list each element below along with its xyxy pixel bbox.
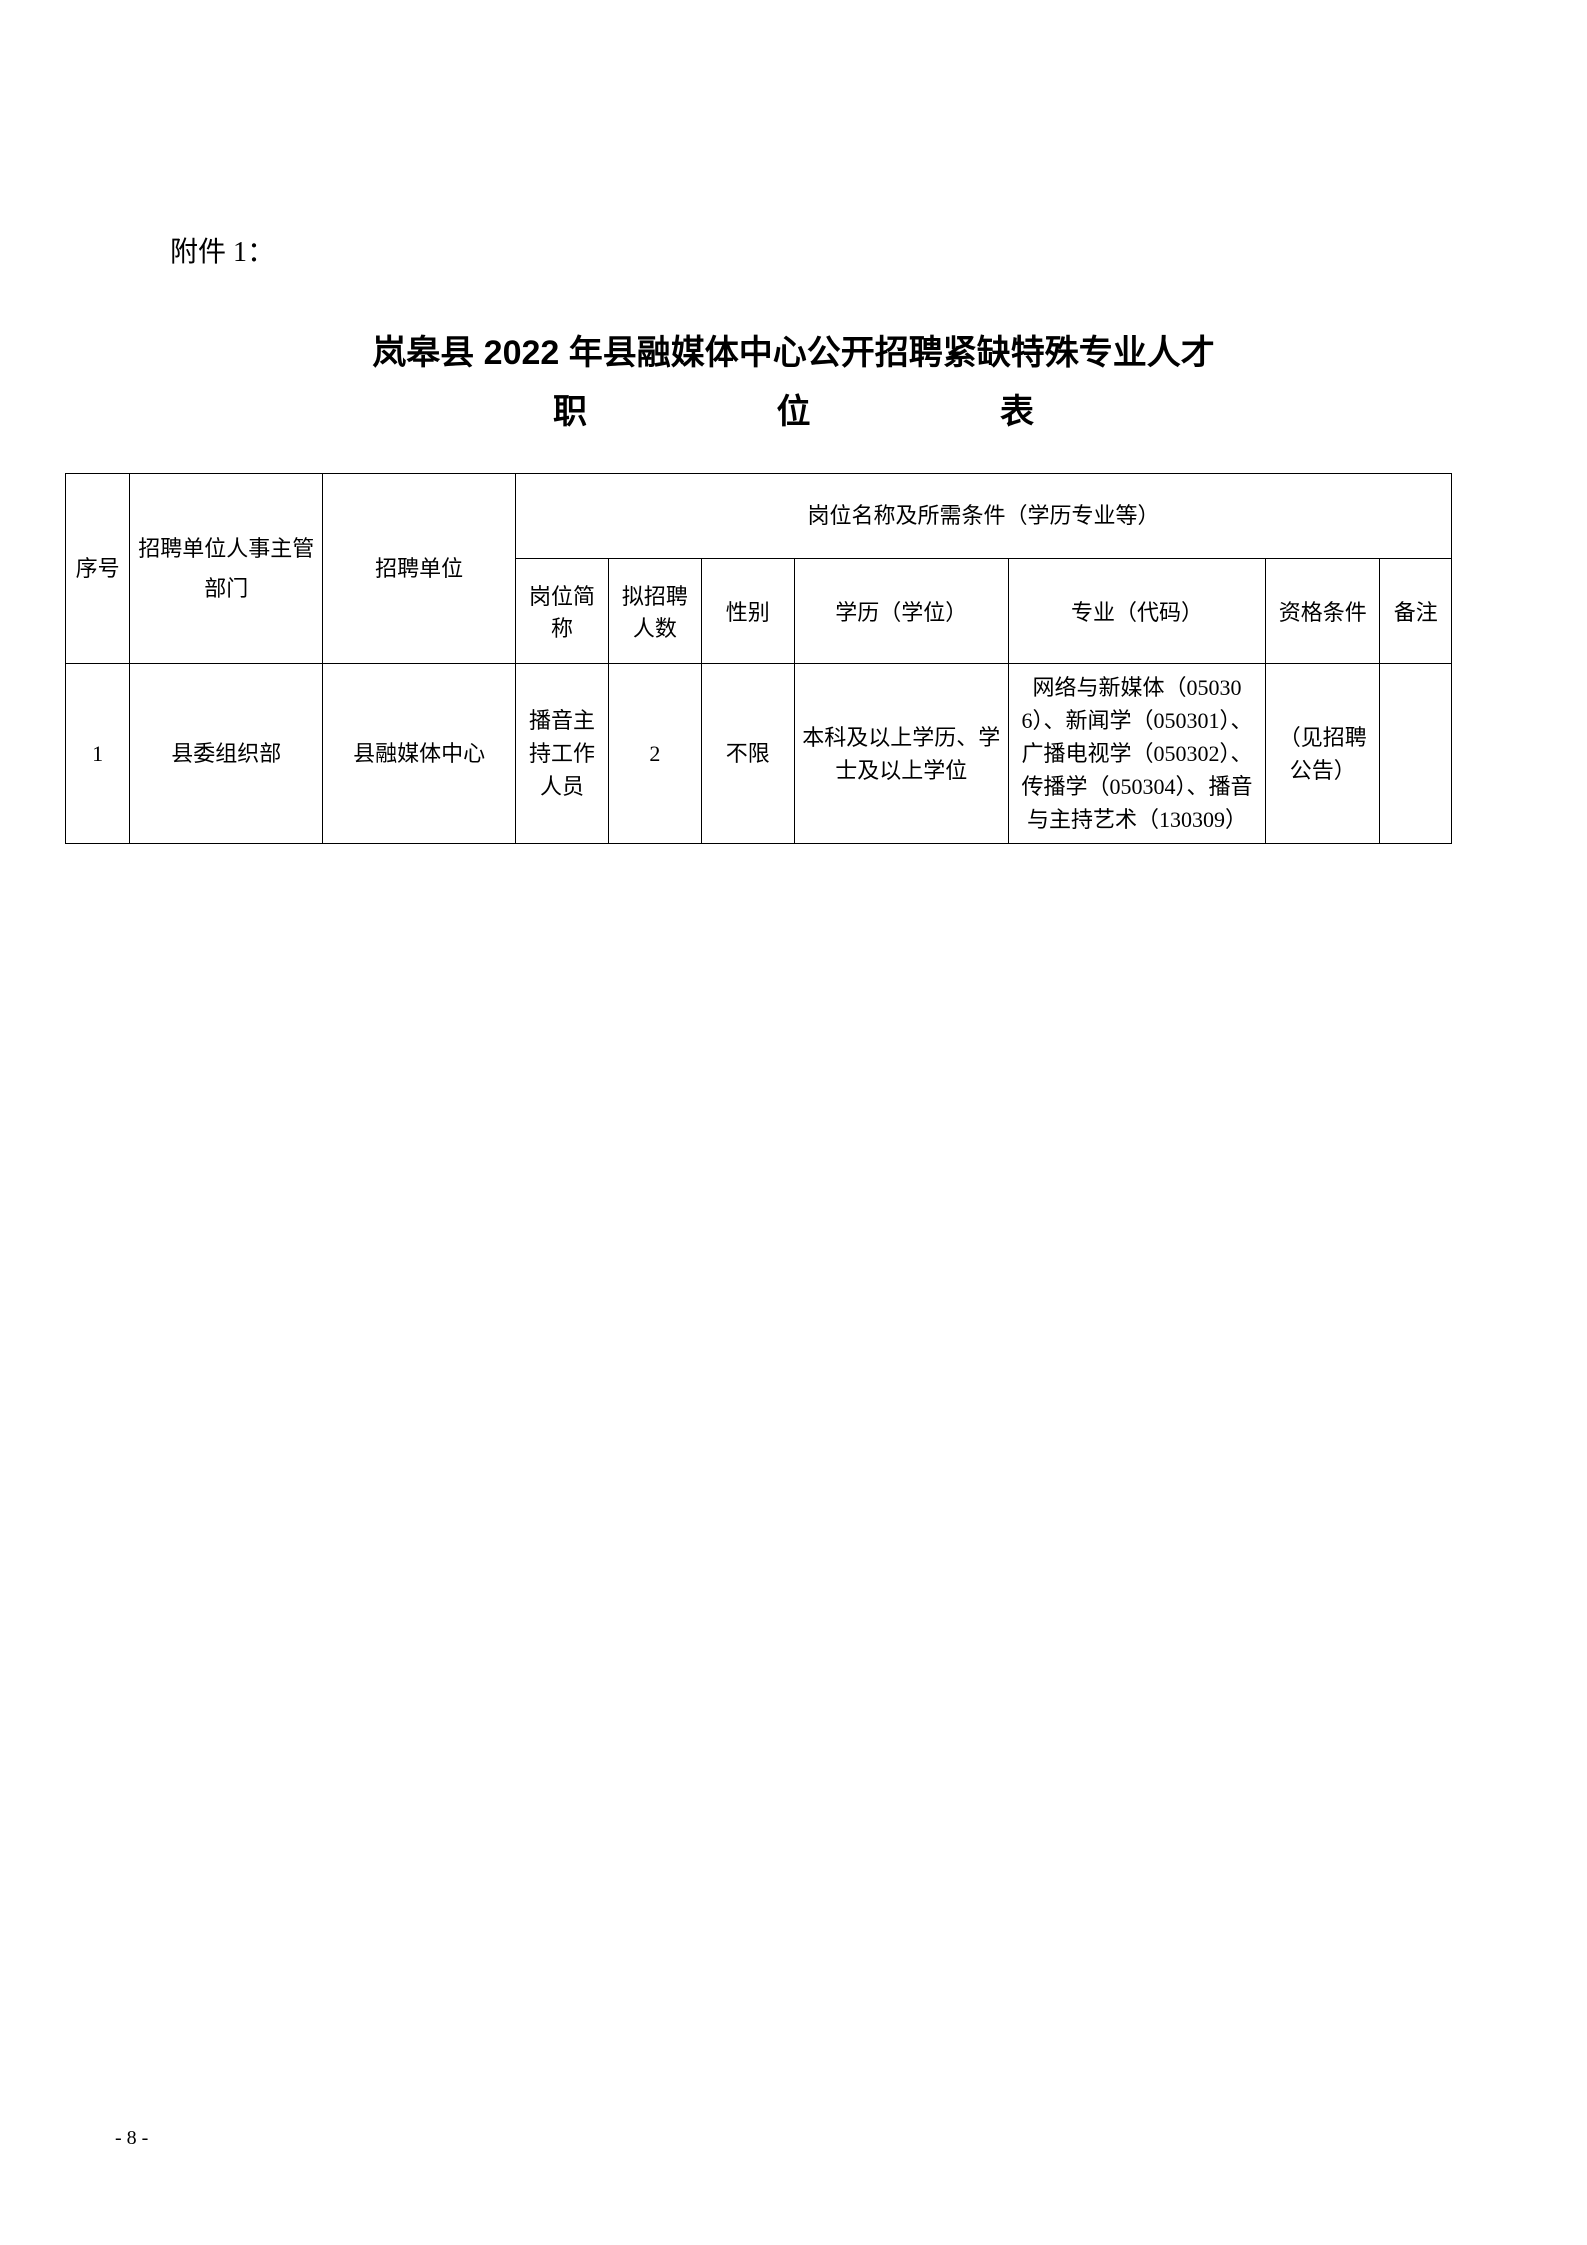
header-count: 拟招聘人数 <box>608 559 701 664</box>
header-qual: 资格条件 <box>1266 559 1380 664</box>
header-gender: 性别 <box>701 559 794 664</box>
header-position: 岗位简称 <box>516 559 609 664</box>
cell-unit: 县融媒体中心 <box>323 664 516 844</box>
cell-seq: 1 <box>66 664 130 844</box>
title-char-1: 职 <box>553 384 587 433</box>
header-note: 备注 <box>1380 559 1452 664</box>
cell-dept: 县委组织部 <box>130 664 323 844</box>
cell-qual: （见招聘公告） <box>1266 664 1380 844</box>
cell-gender: 不限 <box>701 664 794 844</box>
cell-position: 播音主持工作人员 <box>516 664 609 844</box>
cell-edu: 本科及以上学历、学士及以上学位 <box>794 664 1008 844</box>
header-conditions: 岗位名称及所需条件（学历专业等） <box>516 474 1452 559</box>
positions-table: 序号 招聘单位人事主管部门 招聘单位 岗位名称及所需条件（学历专业等） 岗位简称… <box>65 473 1452 844</box>
header-dept: 招聘单位人事主管部门 <box>130 474 323 664</box>
header-unit: 招聘单位 <box>323 474 516 664</box>
page-number: - 8 - <box>115 2127 148 2150</box>
document-title-line2: 职 位 表 <box>100 384 1487 433</box>
table-row: 1 县委组织部 县融媒体中心 播音主持工作人员 2 不限 本科及以上学历、学士及… <box>66 664 1452 844</box>
title-char-2: 位 <box>777 384 811 433</box>
cell-note <box>1380 664 1452 844</box>
cell-major: 网络与新媒体（050306）、新闻学（050301）、广播电视学（050302）… <box>1008 664 1265 844</box>
attachment-label: 附件 1： <box>170 230 1487 270</box>
table-header-row-1: 序号 招聘单位人事主管部门 招聘单位 岗位名称及所需条件（学历专业等） <box>66 474 1452 559</box>
cell-count: 2 <box>608 664 701 844</box>
title-char-3: 表 <box>1000 384 1034 433</box>
header-major: 专业（代码） <box>1008 559 1265 664</box>
document-title-line1: 岚皋县 2022 年县融媒体中心公开招聘紧缺特殊专业人才 <box>100 325 1487 374</box>
header-seq: 序号 <box>66 474 130 664</box>
header-edu: 学历（学位） <box>794 559 1008 664</box>
